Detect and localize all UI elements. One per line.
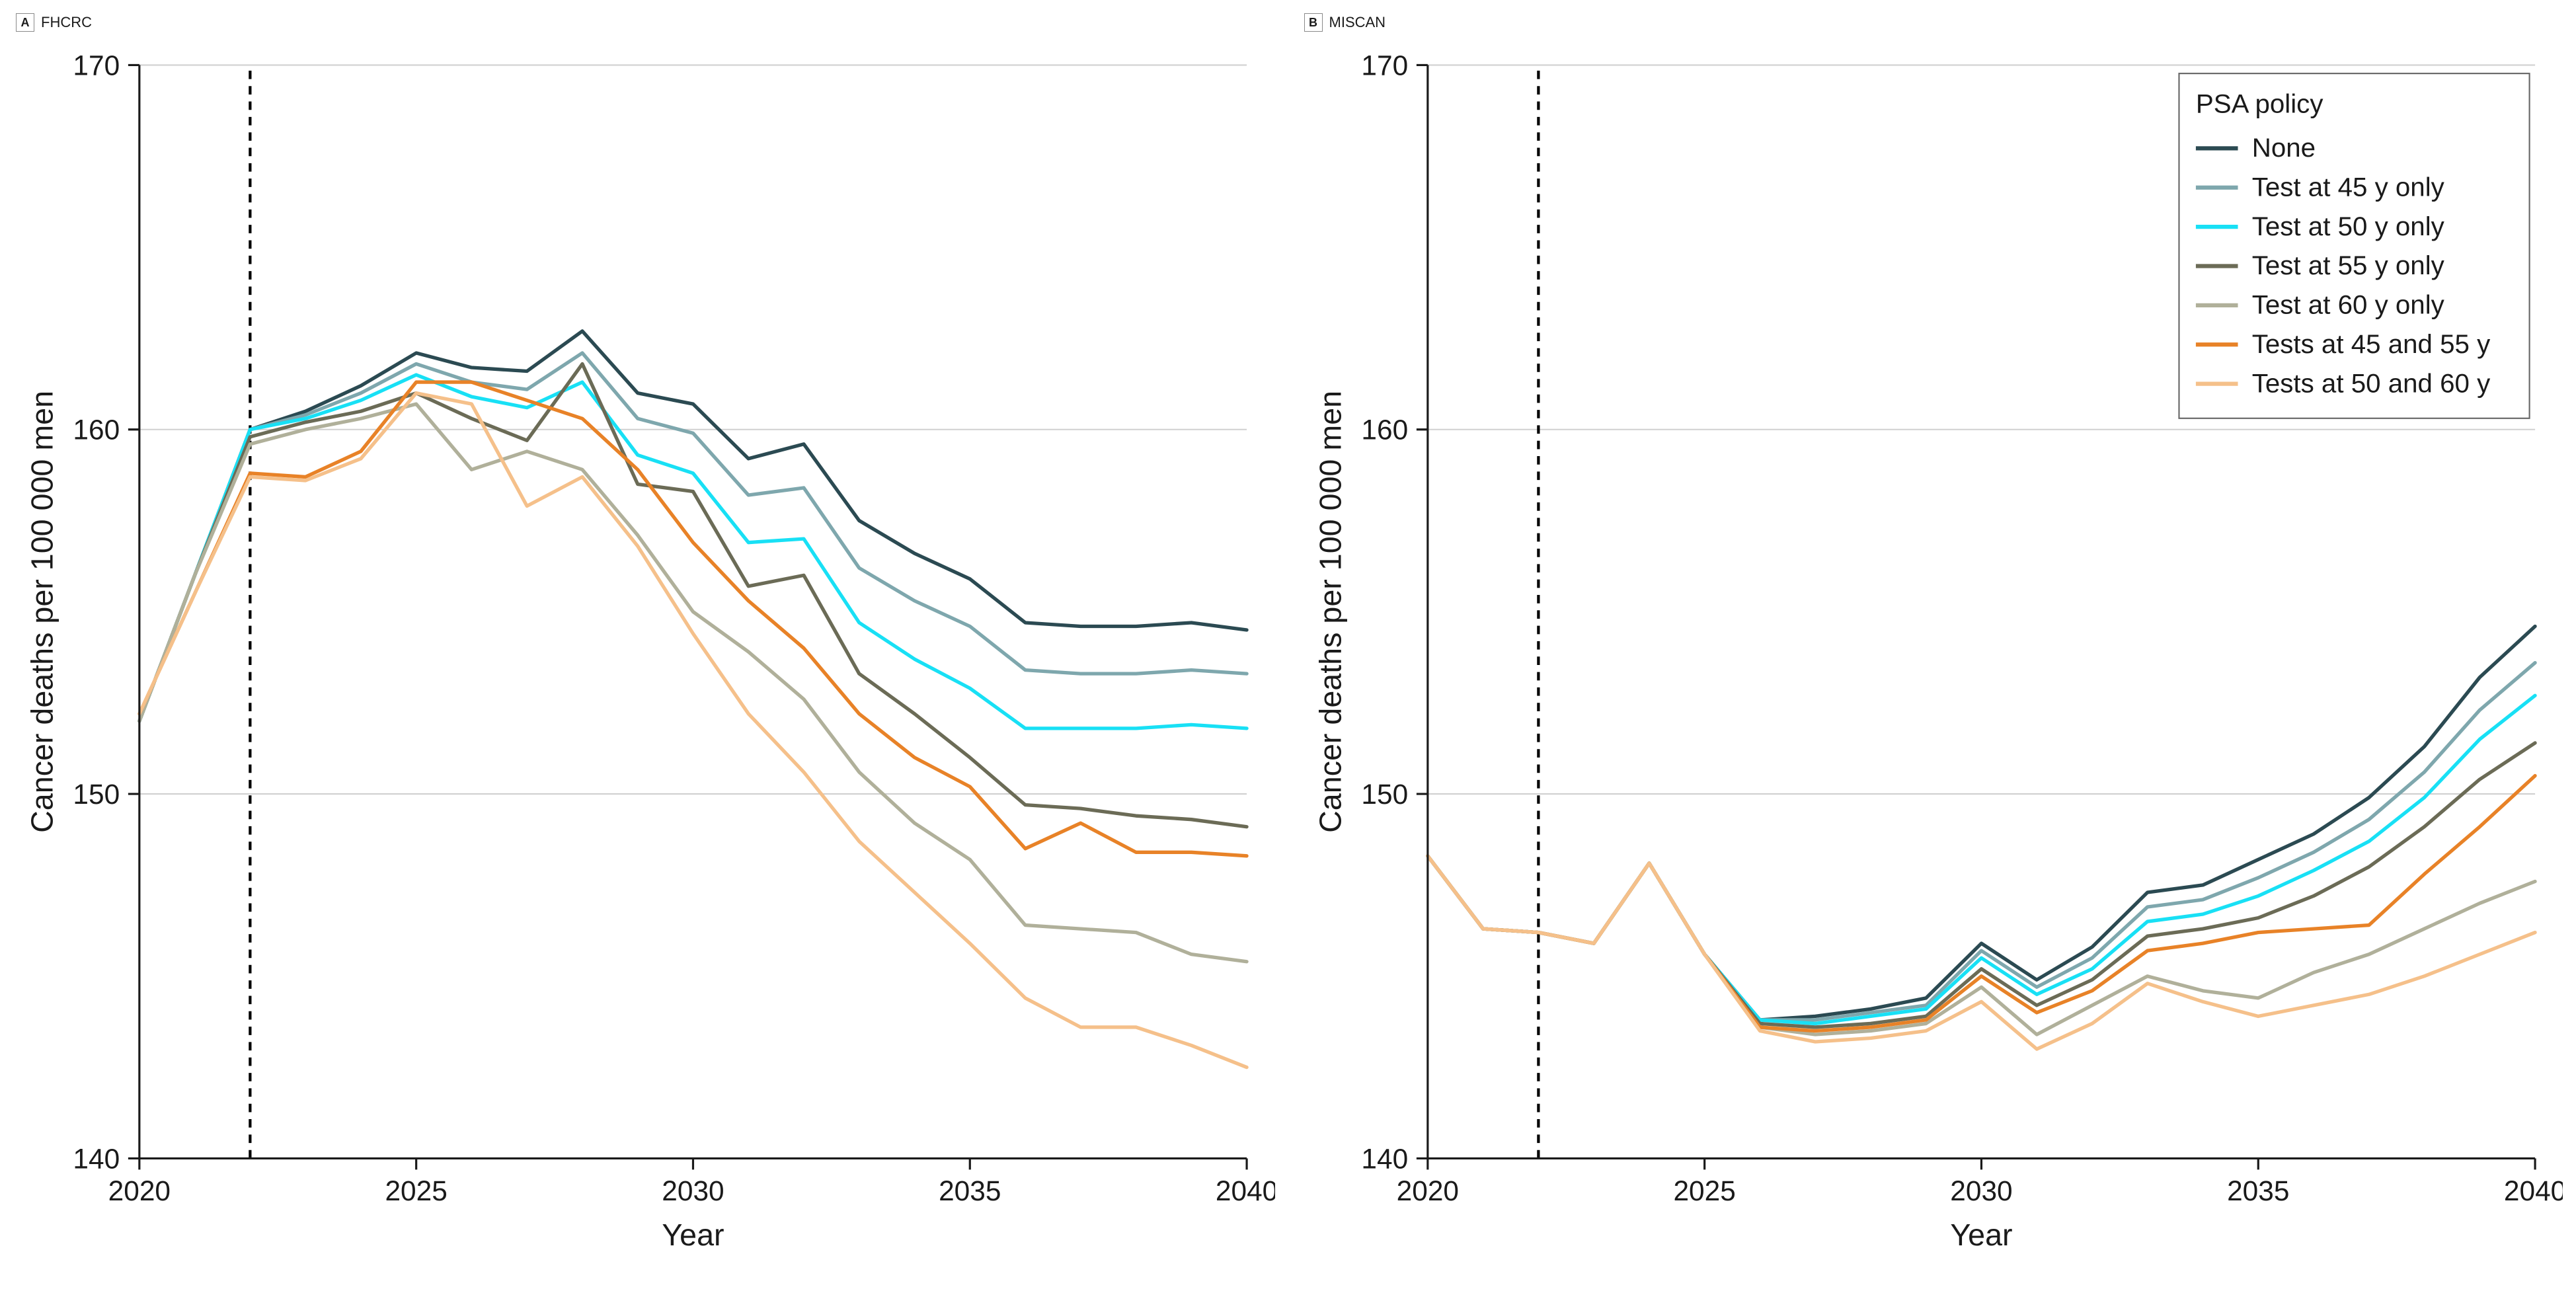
svg-text:160: 160 [1361,414,1408,446]
svg-text:2040: 2040 [1216,1175,1275,1206]
svg-text:150: 150 [73,779,120,810]
svg-text:2020: 2020 [108,1175,171,1206]
series-none [1427,626,2534,1019]
svg-text:2040: 2040 [2503,1175,2563,1206]
svg-text:2025: 2025 [1673,1175,1735,1206]
legend: PSA policy None Test at 45 y only Test at 5… [2179,73,2529,418]
svg-text:150: 150 [1361,779,1408,810]
panel-title-B: MISCAN [1329,14,1386,31]
series-t45_55 [139,382,1247,856]
chart-svg-A: 2020 2025 2030 2035 2040 Year 140 150 160 170 Canc… [13,37,1275,1270]
svg-text:Test at 45 y only: Test at 45 y only [2251,172,2444,202]
panel-title-A: FHCRC [41,14,92,31]
panel-letter-A: A [16,13,34,32]
chart-A: 2020 2025 2030 2035 2040 Year 140 150 160 170 Canc… [13,37,1275,1270]
svg-text:140: 140 [1361,1143,1408,1174]
svg-text:140: 140 [73,1143,120,1174]
series-none [139,331,1247,721]
svg-text:2030: 2030 [1950,1175,2012,1206]
svg-text:2030: 2030 [662,1175,724,1206]
panel-letter-B: B [1304,13,1323,32]
svg-text:Test at 50 y only: Test at 50 y only [2251,212,2444,241]
svg-text:Test at 60 y only: Test at 60 y only [2251,290,2444,320]
svg-text:Year: Year [662,1218,724,1252]
series-t45 [139,353,1247,721]
series-t50 [1427,695,2534,1023]
svg-text:Test at 55 y only: Test at 55 y only [2251,251,2444,280]
svg-text:Year: Year [1950,1218,2012,1252]
svg-text:2035: 2035 [2227,1175,2289,1206]
svg-text:2035: 2035 [939,1175,1001,1206]
svg-text:None: None [2251,133,2315,163]
figure-row: A FHCRC 2020 2025 2030 2035 2040 Year 140 150 16… [13,13,2563,1270]
svg-text:Tests at 45 and 55 y: Tests at 45 and 55 y [2251,329,2490,359]
svg-text:170: 170 [73,50,120,81]
svg-text:Cancer deaths per 100 000 men: Cancer deaths per 100 000 men [1313,391,1347,833]
chart-svg-B: 2020 2025 2030 2035 2040 Year 140 150 160 170 Canc… [1302,37,2563,1270]
svg-text:PSA policy: PSA policy [2195,89,2323,119]
svg-text:Tests at 50 and 60 y: Tests at 50 and 60 y [2251,368,2490,398]
svg-text:Cancer deaths per 100 000 men: Cancer deaths per 100 000 men [24,391,59,833]
svg-text:2025: 2025 [385,1175,447,1206]
svg-text:160: 160 [73,414,120,446]
panel-B: B MISCAN 2020 2025 2030 2035 2040 Year 140 150 1… [1302,13,2563,1270]
panel-header: B MISCAN [1304,13,2563,32]
chart-B: 2020 2025 2030 2035 2040 Year 140 150 160 170 Canc… [1302,37,2563,1270]
svg-text:2020: 2020 [1396,1175,1458,1206]
panel-header: A FHCRC [16,13,1275,32]
panel-A: A FHCRC 2020 2025 2030 2035 2040 Year 140 150 16… [13,13,1275,1270]
svg-text:170: 170 [1361,50,1408,81]
series-t55 [1427,743,2534,1027]
series-t60 [139,404,1247,962]
